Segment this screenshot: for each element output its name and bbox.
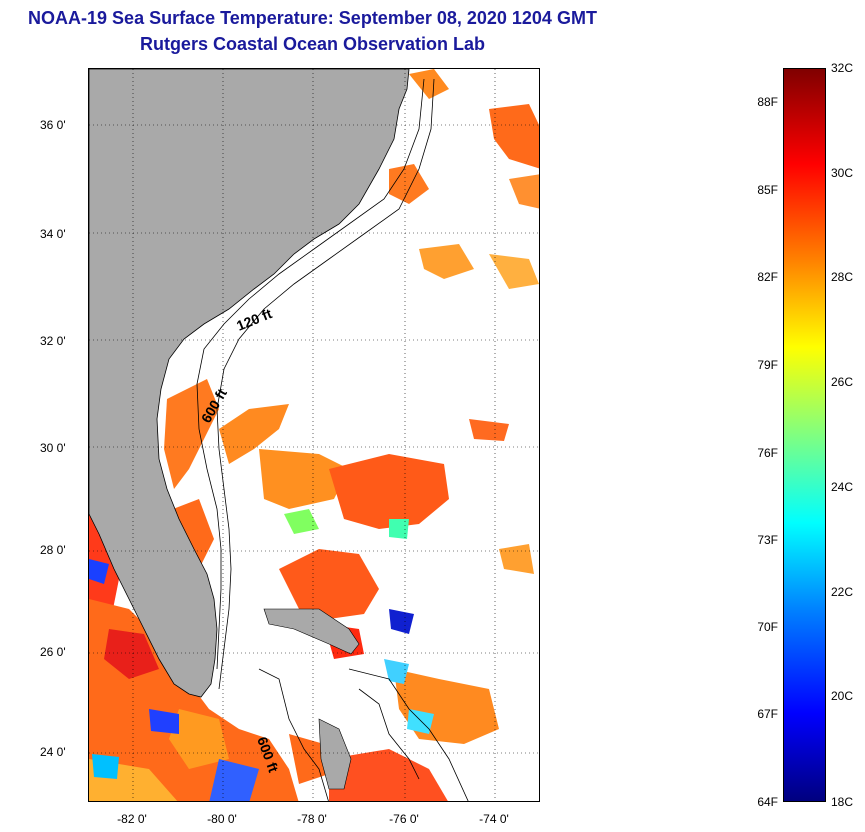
- lat-label-30: 30 0': [40, 441, 66, 455]
- colorbar-label-20c: 20C: [831, 689, 854, 703]
- colorbar-label-79f: 79F: [757, 358, 778, 372]
- colorbar-label-67f: 67F: [757, 707, 778, 721]
- colorbar-label-28c: 28C: [831, 270, 854, 284]
- sst-map-canvas: 120 ft 600 ft 600 ft: [89, 69, 539, 801]
- map-title: NOAA-19 Sea Surface Temperature: Septemb…: [28, 8, 597, 28]
- colorbar-label-32c: 32C: [831, 61, 854, 75]
- colorbar-label-26c: 26C: [831, 375, 854, 389]
- bahamas-land: [263, 608, 360, 655]
- map-subtitle: Rutgers Coastal Ocean Observation Lab: [139, 34, 486, 54]
- us-land-mass: [89, 69, 410, 698]
- sst-patches: [89, 69, 539, 801]
- colorbar-label-70f: 70F: [757, 620, 778, 634]
- lat-label-24: 24 0': [40, 745, 66, 759]
- temperature-colorbar: [783, 68, 826, 802]
- colorbar-label-73f: 73F: [757, 533, 778, 547]
- colorbar-label-22c: 22C: [831, 585, 854, 599]
- lat-label-34: 34 0': [40, 227, 66, 241]
- lat-label-36: 36 0': [40, 118, 66, 132]
- lat-label-32: 32 0': [40, 334, 66, 348]
- lat-label-28: 28 0': [40, 543, 66, 557]
- colorbar-label-85f: 85F: [757, 183, 778, 197]
- lat-lon-grid: [89, 69, 539, 801]
- lon-label-76: -76 0': [389, 812, 419, 826]
- contour-label-120ft: 120 ft: [234, 305, 274, 334]
- lon-label-82: -82 0': [117, 812, 147, 826]
- lon-label-80: -80 0': [207, 812, 237, 826]
- andros-land: [318, 718, 352, 790]
- colorbar-label-76f: 76F: [757, 446, 778, 460]
- lon-label-74: -74 0': [479, 812, 509, 826]
- colorbar-label-18c: 18C: [831, 795, 854, 809]
- colorbar-label-82f: 82F: [757, 270, 778, 284]
- colorbar-label-64f: 64F: [757, 795, 778, 809]
- colorbar-label-30c: 30C: [831, 166, 854, 180]
- lat-label-26: 26 0': [40, 645, 66, 659]
- bathymetry-contours: [196, 78, 469, 801]
- colorbar-label-24c: 24C: [831, 480, 854, 494]
- colorbar-label-88f: 88F: [757, 95, 778, 109]
- sst-map[interactable]: 120 ft 600 ft 600 ft: [88, 68, 540, 802]
- lon-label-78: -78 0': [297, 812, 327, 826]
